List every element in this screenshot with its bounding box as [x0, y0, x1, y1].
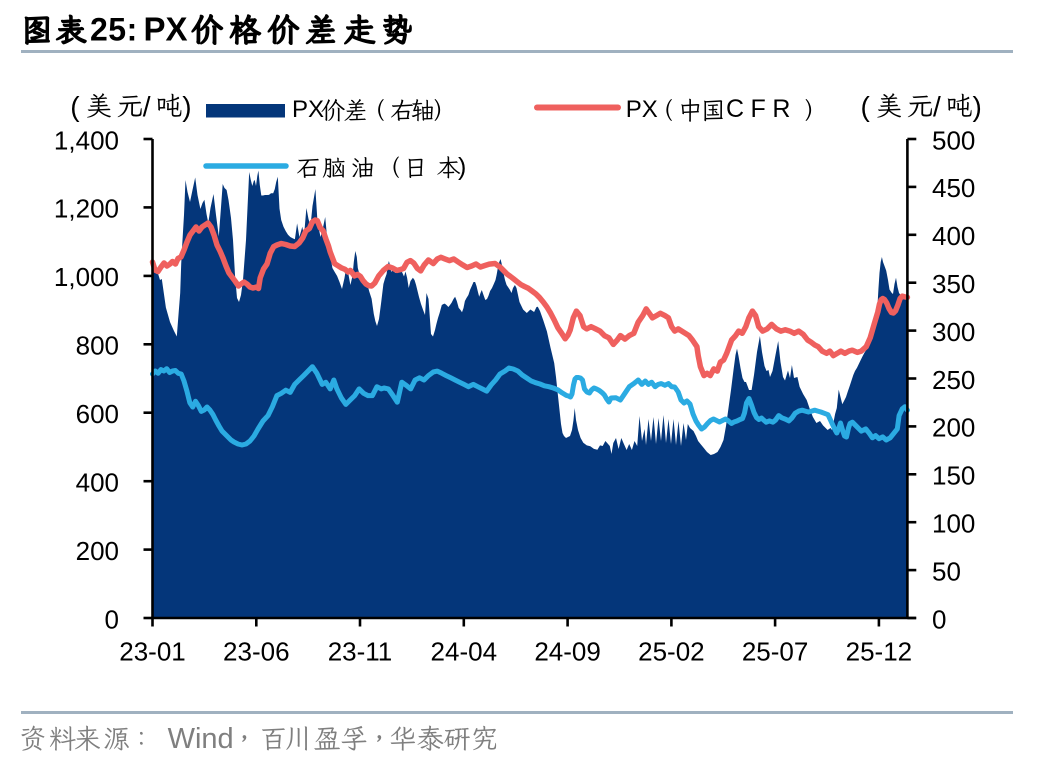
- svg-text:23-11: 23-11: [328, 637, 393, 667]
- svg-text:100: 100: [932, 509, 975, 539]
- svg-text:/: /: [933, 91, 941, 122]
- svg-text:150: 150: [932, 461, 975, 491]
- svg-text:CFR: CFR: [726, 95, 797, 123]
- svg-text:25:: 25:: [90, 12, 138, 48]
- svg-text:800: 800: [76, 331, 119, 361]
- svg-text:400: 400: [76, 468, 119, 498]
- svg-text:25-07: 25-07: [742, 637, 809, 667]
- svg-text:1,400: 1,400: [54, 125, 119, 155]
- svg-text:1,200: 1,200: [54, 194, 119, 224]
- svg-text:200: 200: [76, 536, 119, 566]
- svg-text:): ): [182, 91, 191, 122]
- svg-text:250: 250: [932, 365, 975, 395]
- svg-text:): ): [458, 153, 466, 181]
- svg-text:200: 200: [932, 413, 975, 443]
- svg-text:(: (: [70, 91, 80, 122]
- svg-text:PX: PX: [144, 11, 188, 48]
- svg-text:500: 500: [932, 125, 975, 155]
- svg-text:PX: PX: [626, 96, 658, 123]
- svg-text:25-12: 25-12: [846, 637, 913, 667]
- svg-text:600: 600: [76, 399, 119, 429]
- svg-text:Wind: Wind: [168, 723, 234, 755]
- svg-text:23-01: 23-01: [119, 637, 186, 667]
- svg-text:): ): [973, 91, 982, 122]
- svg-text:/: /: [143, 91, 151, 122]
- svg-text:24-09: 24-09: [534, 637, 601, 667]
- svg-text:0: 0: [932, 604, 946, 634]
- svg-text:1,000: 1,000: [54, 262, 119, 292]
- svg-text:350: 350: [932, 269, 975, 299]
- svg-text:0: 0: [105, 604, 119, 634]
- svg-text:50: 50: [932, 556, 961, 586]
- svg-text:PX: PX: [292, 96, 324, 123]
- svg-text:23-06: 23-06: [223, 637, 290, 667]
- svg-text:400: 400: [932, 221, 975, 251]
- svg-text:300: 300: [932, 317, 975, 347]
- svg-text:(: (: [861, 91, 871, 122]
- svg-text:24-04: 24-04: [431, 637, 498, 667]
- svg-text:450: 450: [932, 173, 975, 203]
- svg-text:25-02: 25-02: [638, 637, 705, 667]
